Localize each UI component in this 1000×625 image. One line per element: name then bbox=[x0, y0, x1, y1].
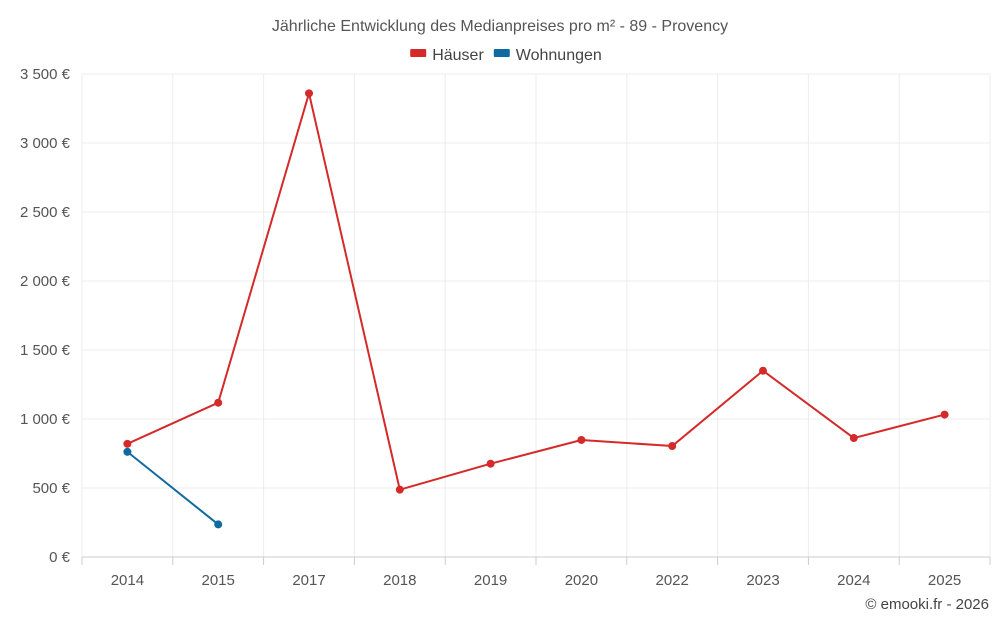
credit-text: © emooki.fr - 2026 bbox=[865, 596, 989, 613]
data-point-wohnungen[interactable] bbox=[123, 447, 132, 456]
legend: Häuser Wohnungen bbox=[410, 47, 602, 64]
series-line-haeuser bbox=[126, 92, 945, 491]
y-tick-label: 2 000 € bbox=[20, 273, 71, 290]
x-axis: 2014 2015 2017 2018 2019 2020 2022 2023 2024 2025 bbox=[81, 556, 991, 589]
series-line-wohnungen bbox=[126, 451, 219, 526]
y-tick-label: 0 € bbox=[49, 549, 71, 566]
legend-label: Wohnungen bbox=[516, 47, 602, 64]
x-tick-label: 2018 bbox=[383, 572, 416, 589]
legend-label: Häuser bbox=[432, 47, 484, 64]
x-tick-label: 2025 bbox=[928, 572, 961, 589]
x-tick-label: 2024 bbox=[837, 572, 870, 589]
data-point-wohnungen[interactable] bbox=[214, 520, 223, 529]
x-tick-label: 2017 bbox=[292, 572, 325, 589]
data-point-haeuser[interactable] bbox=[759, 366, 767, 375]
y-tick-label: 1 500 € bbox=[20, 342, 71, 359]
legend-swatch bbox=[410, 49, 427, 57]
y-tick-label: 2 500 € bbox=[20, 204, 71, 221]
grid-lines bbox=[81, 73, 991, 557]
x-tick-label: 2022 bbox=[656, 572, 689, 589]
x-tick-label: 2020 bbox=[565, 572, 598, 589]
legend-item[interactable]: Häuser bbox=[410, 47, 484, 64]
legend-swatch bbox=[493, 49, 510, 57]
y-axis: 0 € 500 € 1 000 € 1 500 € 2 000 € 2 500 € 3 00… bbox=[20, 66, 71, 566]
y-tick-label: 500 € bbox=[32, 480, 70, 497]
data-point-haeuser[interactable] bbox=[577, 435, 586, 444]
legend-item[interactable]: Wohnungen bbox=[493, 47, 602, 64]
x-tick-label: 2019 bbox=[474, 572, 507, 589]
data-point-haeuser[interactable] bbox=[123, 439, 132, 448]
data-point-haeuser[interactable] bbox=[395, 485, 404, 494]
x-tick-label: 2015 bbox=[202, 572, 235, 589]
chart-title: Jährliche Entwicklung des Medianpreises … bbox=[272, 18, 728, 35]
data-point-haeuser[interactable] bbox=[486, 459, 495, 468]
x-tick-label: 2023 bbox=[746, 572, 779, 589]
data-point-haeuser[interactable] bbox=[940, 410, 949, 419]
y-tick-label: 1 000 € bbox=[20, 411, 71, 428]
y-tick-label: 3 500 € bbox=[20, 66, 71, 83]
x-tick-label: 2014 bbox=[111, 572, 144, 589]
y-tick-label: 3 000 € bbox=[20, 135, 71, 152]
data-point-haeuser[interactable] bbox=[214, 398, 223, 407]
data-point-haeuser[interactable] bbox=[849, 434, 858, 443]
data-point-haeuser[interactable] bbox=[668, 442, 677, 451]
data-point-haeuser[interactable] bbox=[305, 89, 313, 98]
series-layer bbox=[123, 89, 949, 529]
